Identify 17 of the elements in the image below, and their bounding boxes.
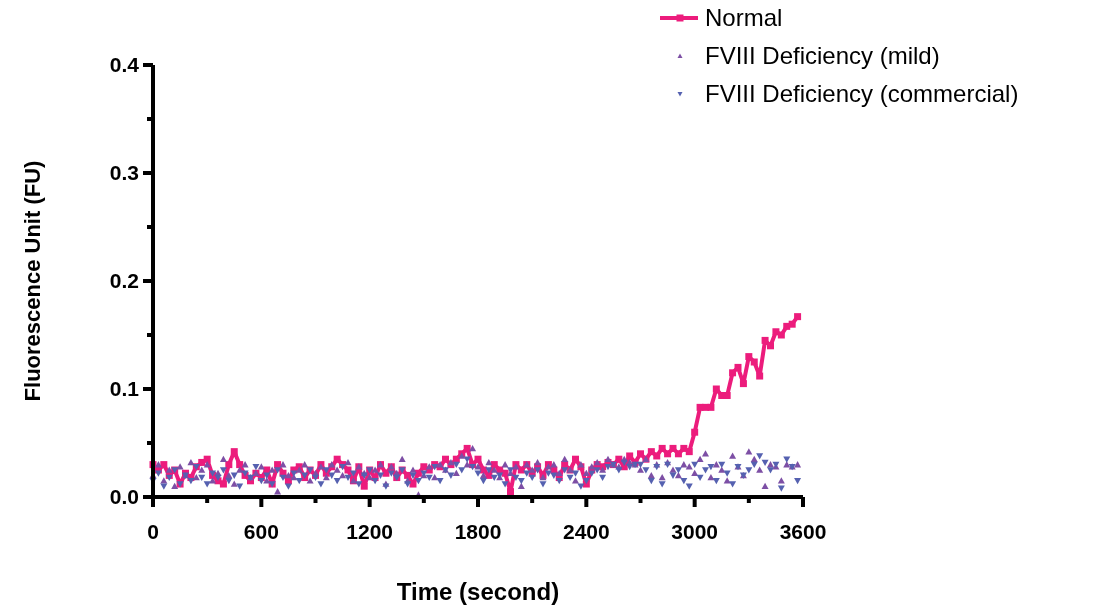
y-tick-label: 0.1 bbox=[109, 377, 140, 400]
y-tick-label: 0.2 bbox=[109, 269, 139, 292]
legend-label: FVIII Deficiency (commercial) bbox=[705, 80, 1019, 107]
legend-label: FVIII Deficiency (mild) bbox=[705, 42, 940, 69]
x-tick-label: 600 bbox=[243, 520, 279, 543]
y-tick-label: 0.0 bbox=[109, 485, 139, 508]
x-tick-label: 0 bbox=[147, 520, 159, 543]
x-tick-label: 2400 bbox=[562, 520, 610, 543]
x-tick-label: 3600 bbox=[779, 520, 827, 543]
legend-label: Normal bbox=[705, 4, 783, 31]
x-axis-title: Time (second) bbox=[396, 578, 560, 605]
x-tick-label: 3000 bbox=[671, 520, 719, 543]
y-tick-label: 0.3 bbox=[109, 161, 139, 184]
y-tick-label: 0.4 bbox=[109, 53, 140, 76]
x-tick-label: 1800 bbox=[454, 520, 502, 543]
y-axis-title: Fluorescence Unit (FU) bbox=[20, 160, 45, 402]
x-tick-label: 1200 bbox=[346, 520, 394, 543]
